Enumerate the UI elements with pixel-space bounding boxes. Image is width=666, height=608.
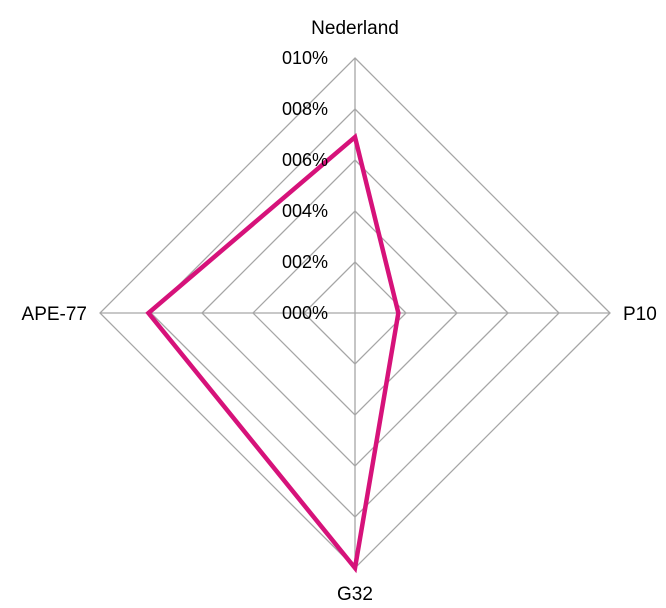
tick-label: 008% [282, 99, 328, 119]
tick-label: 006% [282, 150, 328, 170]
category-label: Nederland [311, 18, 399, 39]
tick-label: 000% [282, 303, 328, 323]
tick-label: 010% [282, 48, 328, 68]
category-label: P10 [623, 304, 657, 325]
series-line [145, 132, 401, 574]
category-label: APE-77 [22, 304, 87, 325]
category-label: G32 [337, 584, 373, 605]
tick-label: 004% [282, 201, 328, 221]
radial-tick-labels: 000% 002% 004% 006% 008% 010% [282, 48, 328, 323]
axis-labels: Nederland P10 G32 APE-77 [22, 18, 657, 605]
tick-label: 002% [282, 252, 328, 272]
radar-series-layer [145, 132, 401, 574]
